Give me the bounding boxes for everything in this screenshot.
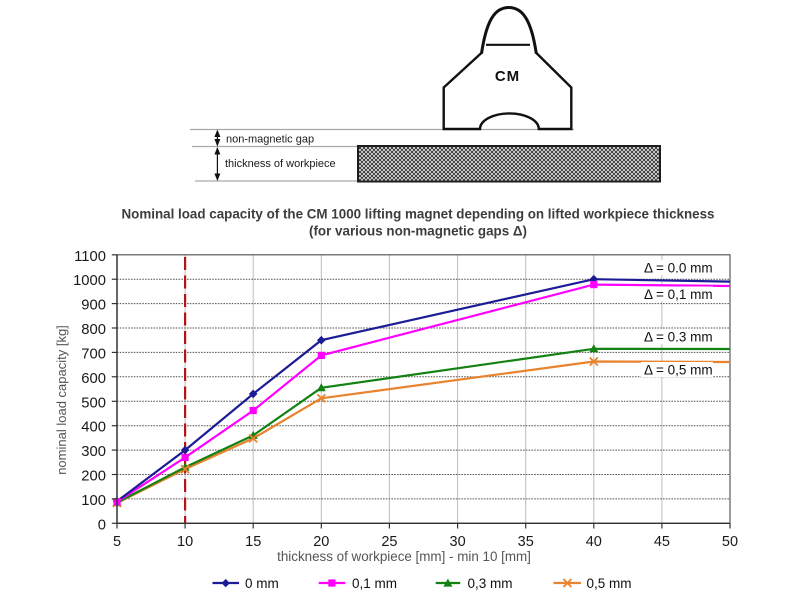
svg-text:CM: CM bbox=[495, 68, 520, 85]
svg-text:800: 800 bbox=[81, 322, 106, 338]
svg-text:Δ = 0.0 mm: Δ = 0.0 mm bbox=[644, 261, 713, 276]
svg-text:10: 10 bbox=[177, 534, 193, 550]
svg-text:700: 700 bbox=[81, 346, 106, 362]
svg-text:600: 600 bbox=[81, 371, 106, 387]
svg-text:0: 0 bbox=[98, 517, 106, 533]
svg-text:35: 35 bbox=[518, 534, 534, 550]
svg-text:200: 200 bbox=[81, 469, 106, 485]
svg-text:25: 25 bbox=[381, 534, 397, 550]
svg-text:900: 900 bbox=[81, 298, 106, 314]
svg-text:300: 300 bbox=[81, 444, 106, 460]
svg-text:0,1 mm: 0,1 mm bbox=[352, 576, 397, 591]
svg-text:0 mm: 0 mm bbox=[245, 576, 279, 591]
svg-text:1100: 1100 bbox=[74, 249, 106, 265]
svg-text:400: 400 bbox=[81, 420, 106, 436]
svg-text:500: 500 bbox=[81, 395, 106, 411]
svg-text:1000: 1000 bbox=[73, 273, 106, 289]
svg-text:thickness of workpiece: thickness of workpiece bbox=[225, 158, 336, 170]
svg-text:nominal load capacity [kg]: nominal load capacity [kg] bbox=[54, 325, 69, 475]
svg-text:Δ = 0,5 mm: Δ = 0,5 mm bbox=[644, 363, 713, 378]
svg-text:40: 40 bbox=[586, 534, 602, 550]
svg-text:non-magnetic gap: non-magnetic gap bbox=[226, 134, 314, 146]
svg-text:Nominal load capacity of the C: Nominal load capacity of the CM 1000 lif… bbox=[121, 207, 714, 222]
svg-text:20: 20 bbox=[313, 534, 329, 550]
svg-text:(for various non-magnetic gaps: (for various non-magnetic gaps Δ) bbox=[309, 224, 527, 239]
svg-text:5: 5 bbox=[113, 534, 121, 550]
svg-text:Δ = 0.3 mm: Δ = 0.3 mm bbox=[644, 330, 713, 345]
svg-text:thickness of workpiece [mm] -: thickness of workpiece [mm] - min 10 [mm… bbox=[277, 549, 531, 564]
svg-text:Δ = 0,1 mm: Δ = 0,1 mm bbox=[644, 287, 713, 302]
svg-text:100: 100 bbox=[81, 493, 106, 509]
svg-text:45: 45 bbox=[654, 534, 670, 550]
svg-text:50: 50 bbox=[722, 534, 738, 550]
svg-text:15: 15 bbox=[245, 534, 261, 550]
svg-text:0,3 mm: 0,3 mm bbox=[468, 576, 513, 591]
svg-text:0,5 mm: 0,5 mm bbox=[587, 576, 632, 591]
svg-text:30: 30 bbox=[450, 534, 466, 550]
